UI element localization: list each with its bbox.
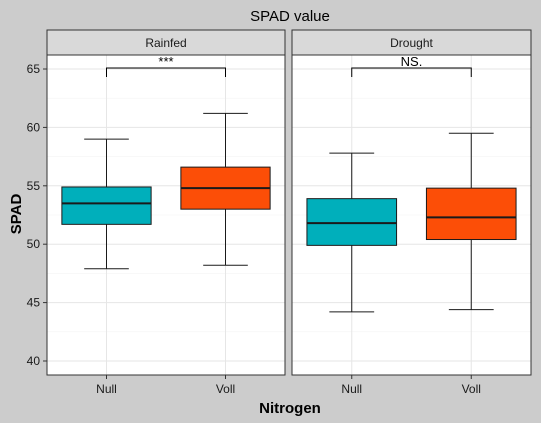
y-tick-label: 50 [27,237,41,251]
facet-strip [291,29,532,56]
y-axis-ticks: 40 45 50 55 60 65 [27,62,47,368]
x-tick-label: Null [96,382,117,396]
box-null [61,138,152,270]
y-tick-label: 65 [27,62,41,76]
x-tick-label: Voll [216,382,235,396]
facet-panels: Rainfed *** Null Voll Drought NS. Null Voll [46,29,532,396]
box-voll [425,132,517,311]
facet-drought: Drought NS. Null Voll [291,29,532,396]
box-null [306,152,398,313]
panel-border [291,54,532,376]
y-tick-label: 40 [27,354,41,368]
significance-bracket [351,67,472,77]
facet-strip-label: Rainfed [145,36,186,50]
y-tick-label: 55 [27,179,41,193]
panel-border [46,54,286,376]
chart-title: SPAD value [250,8,330,25]
y-tick-label: 60 [27,120,41,134]
y-tick-label: 45 [27,296,41,310]
box-voll [180,112,271,266]
significance-label: NS. [401,54,423,69]
facet-strip-label: Drought [390,36,433,50]
box-iqr [61,186,152,225]
significance-bracket [106,67,226,77]
x-tick-label: Voll [462,382,481,396]
significance-label: *** [158,54,173,69]
y-axis-title: SPAD [8,194,25,235]
box-iqr [306,198,398,246]
box-iqr [425,187,517,241]
x-tick-label: Null [341,382,362,396]
x-axis-title: Nitrogen [259,400,321,417]
facet-rainfed: Rainfed *** Null Voll [46,29,286,396]
